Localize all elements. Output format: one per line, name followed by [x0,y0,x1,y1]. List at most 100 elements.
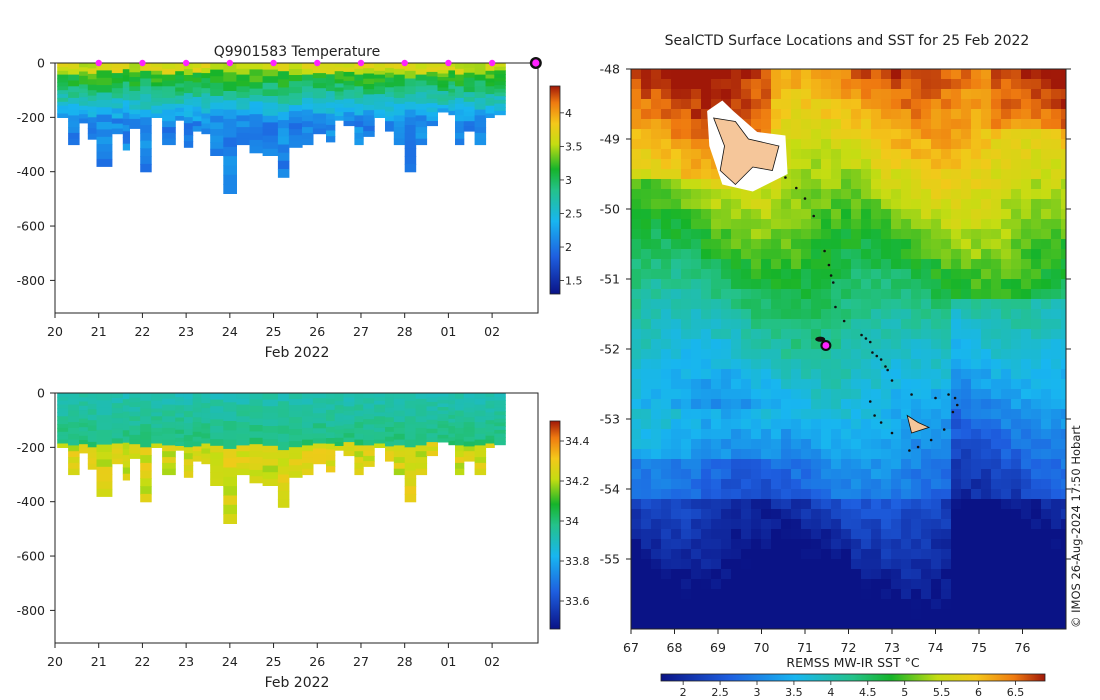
sst-cell [771,109,782,120]
sst-cell [1041,69,1052,80]
section-cell [57,94,69,99]
section-cell [162,422,176,429]
sst-cell [651,359,662,370]
sst-cell [891,519,902,530]
sst-cell [641,259,652,270]
section-cell [288,447,303,454]
sst-cell [651,189,662,200]
section-cell [393,109,406,116]
sst-cell [931,469,942,480]
sst-cell [851,229,862,240]
sst-cell [701,319,712,330]
sst-cell [891,389,902,400]
sst-cell [831,89,842,100]
sst-cell [871,349,882,360]
sst-cell [691,479,702,490]
sst-cell [841,439,852,450]
sst-cell [921,549,932,560]
sst-cell [761,329,772,340]
sst-cell [781,309,792,320]
sst-cell [1011,199,1022,210]
sst-cell [1031,119,1042,130]
section-cell [415,138,428,146]
section-cell [404,109,417,118]
sst-cell [681,169,692,180]
sst-cell [1061,249,1066,260]
sst-cell [841,149,852,160]
section-cell [385,393,395,399]
section-cell [68,427,80,435]
sst-cell [661,569,672,580]
sst-cell [1031,519,1042,530]
sst-cell [791,479,802,490]
sst-cell [691,239,702,250]
section-cell [79,427,89,433]
sst-cell [981,459,992,470]
sst-cell [971,199,982,210]
sst-cell [691,539,702,550]
sst-cell [851,409,862,420]
sst-cell [661,109,672,120]
sst-cell [841,569,852,580]
section-cell [201,118,211,125]
section-cell [474,410,487,417]
section-cell [494,429,506,435]
sst-cell [731,599,742,610]
section-cell [312,118,327,125]
section-cell [302,462,314,470]
sst-cell [741,499,752,510]
lat-tick-label: -50 [600,202,620,217]
sst-cell [691,519,702,530]
sst-cell [951,359,962,370]
sst-cell [681,599,692,610]
sst-cell [631,109,642,120]
sst-cell [881,489,892,500]
sst-colorbar-tick-label: 5 [901,686,908,699]
sst-cell [671,289,682,300]
sst-cell [681,549,692,560]
section-cell [302,398,314,406]
section-cell [312,83,327,89]
sst-cell [811,329,822,340]
y-tick-label: -600 [17,219,45,234]
sst-cell [901,359,912,370]
section-cell [393,462,406,470]
section-cell [415,398,428,406]
section-cell [326,136,336,143]
sst-cell [1021,389,1032,400]
sst-cell [981,189,992,200]
sst-cell [891,109,902,120]
sst-cell [961,389,972,400]
section-cell [363,398,375,404]
sst-cell [711,209,722,220]
sst-cell [1001,609,1012,620]
sst-cell [691,89,702,100]
sst-cell [971,299,982,310]
section-cell [312,88,327,94]
sst-cell [831,239,842,250]
sst-cell [1031,219,1042,230]
sst-cell [841,609,852,620]
sst-cell [791,279,802,290]
sst-cell [811,189,822,200]
track-point [910,393,913,396]
sst-cell [751,439,762,450]
sst-cell [801,309,812,320]
sst-cell [991,229,1002,240]
section-cell [175,437,185,443]
sst-cell [961,309,972,320]
sst-cell [741,559,752,570]
section-cell [175,67,185,72]
sst-cell [701,559,712,570]
sst-cell [1001,569,1012,580]
sst-cell [791,169,802,180]
sst-cell [1061,439,1066,450]
sst-cell [1021,169,1032,180]
section-cell [96,400,113,409]
lon-tick-label: 76 [1015,640,1031,655]
sst-cell [881,209,892,220]
sst-cell [841,399,852,410]
sst-cell [871,369,882,380]
sst-cell [721,209,732,220]
section-cell [68,457,80,464]
